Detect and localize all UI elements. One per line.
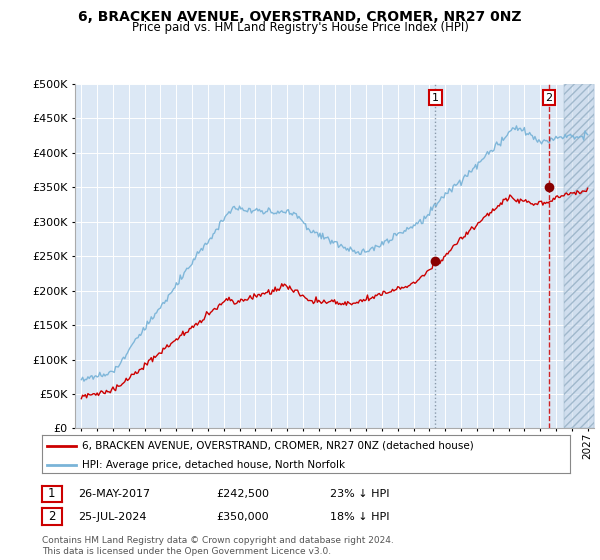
Text: 26-MAY-2017: 26-MAY-2017 (78, 489, 150, 499)
Text: 2: 2 (48, 510, 56, 524)
Text: 2: 2 (545, 92, 553, 102)
Text: 25-JUL-2024: 25-JUL-2024 (78, 512, 146, 522)
Text: £350,000: £350,000 (216, 512, 269, 522)
Text: 6, BRACKEN AVENUE, OVERSTRAND, CROMER, NR27 0NZ (detached house): 6, BRACKEN AVENUE, OVERSTRAND, CROMER, N… (82, 441, 473, 451)
Text: HPI: Average price, detached house, North Norfolk: HPI: Average price, detached house, Nort… (82, 460, 345, 470)
Text: Contains HM Land Registry data © Crown copyright and database right 2024.
This d: Contains HM Land Registry data © Crown c… (42, 536, 394, 556)
Text: 6, BRACKEN AVENUE, OVERSTRAND, CROMER, NR27 0NZ: 6, BRACKEN AVENUE, OVERSTRAND, CROMER, N… (78, 10, 522, 24)
Text: Price paid vs. HM Land Registry's House Price Index (HPI): Price paid vs. HM Land Registry's House … (131, 21, 469, 34)
Text: 23% ↓ HPI: 23% ↓ HPI (330, 489, 389, 499)
Text: £242,500: £242,500 (216, 489, 269, 499)
Text: 1: 1 (48, 487, 56, 501)
Text: 1: 1 (432, 92, 439, 102)
Text: 18% ↓ HPI: 18% ↓ HPI (330, 512, 389, 522)
